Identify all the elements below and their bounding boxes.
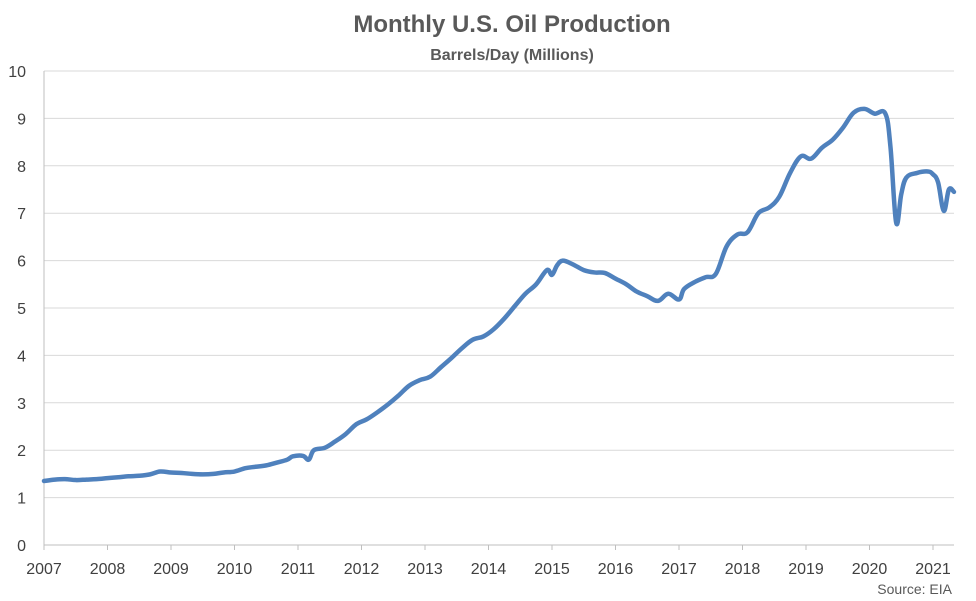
x-tick-label: 2010 [217,561,253,578]
y-tick-label: 3 [17,396,26,413]
y-tick-label: 6 [17,254,26,271]
y-tick-label: 2 [17,443,26,460]
x-tick-label: 2014 [471,561,507,578]
x-tick-label: 2012 [344,561,380,578]
x-tick-label: 2017 [661,561,697,578]
chart-subtitle: Barrels/Day (Millions) [430,47,594,64]
y-tick-label: 1 [17,491,26,508]
x-tick-label: 2013 [407,561,443,578]
x-tick-label: 2019 [788,561,824,578]
y-tick-label: 5 [17,301,26,318]
x-tick-label: 2008 [90,561,126,578]
x-tick-label: 2007 [26,561,62,578]
x-tick-label: 2009 [153,561,189,578]
gridlines [43,70,954,550]
x-tick-label: 2011 [281,561,316,578]
x-tick-label: 2020 [852,561,888,578]
y-axis-tick-labels: 0 1 2 3 4 5 6 7 8 9 10 [8,64,26,555]
x-tick-label: 2018 [725,561,761,578]
y-tick-label: 4 [17,348,26,365]
y-tick-label: 9 [17,111,26,128]
series-group [41,106,957,484]
y-tick-label: 7 [17,206,26,223]
x-tick-label: 2016 [598,561,634,578]
x-tick-label: 2021 [915,561,951,578]
y-tick-label: 10 [8,64,26,81]
source-note: Source: EIA [877,581,952,597]
series-line [41,106,957,484]
x-tick-label: 2015 [534,561,570,578]
y-tick-label: 0 [17,538,26,555]
chart-title: Monthly U.S. Oil Production [353,11,670,38]
y-tick-label: 8 [17,159,26,176]
x-axis-tick-labels: 2007 2008 2009 2010 2011 2012 2013 2014 2015 2016… [26,561,951,578]
